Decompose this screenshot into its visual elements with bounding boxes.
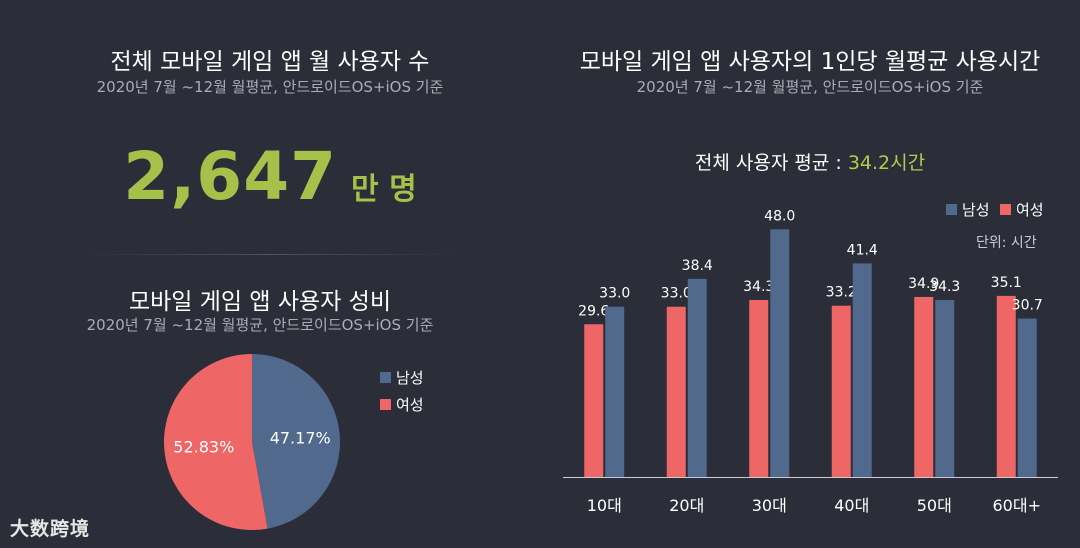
pie-legend-male-label: 남성	[396, 369, 424, 387]
overall-average-label: 전체 사용자 평균 :	[694, 152, 848, 174]
bar-legend-male-swatch	[946, 204, 957, 215]
watermark-logo: 大数跨境	[10, 518, 91, 540]
bar-label-female-2: 34.3	[743, 279, 774, 295]
gender-pie-chart: 47.17% 52.83%	[164, 354, 341, 530]
bar-female-2	[749, 300, 769, 477]
bar-female-5	[996, 295, 1016, 477]
bar-label-male-2: 48.0	[764, 208, 795, 224]
x-tick-label-5: 60대+	[993, 496, 1042, 515]
bar-label-female-3: 33.2	[826, 285, 857, 301]
x-tick-label-3: 40대	[834, 496, 869, 515]
pie-slice-female	[164, 354, 268, 530]
pie-slice-female-label: 52.83%	[173, 437, 234, 456]
bar-female-3	[831, 305, 851, 477]
pie-legend-female: 여성	[380, 394, 424, 415]
bar-label-male-5: 30.7	[1012, 298, 1043, 314]
pie-slice-male-label: 47.17%	[270, 429, 331, 448]
pie-legend-female-swatch	[380, 399, 391, 410]
bar-label-male-0: 33.0	[599, 286, 630, 302]
usage-time-title: 모바일 게임 앱 사용자의 1인당 월평균 사용시간	[579, 49, 1041, 75]
bar-male-3	[852, 263, 872, 477]
x-tick-label-2: 30대	[752, 496, 787, 515]
bar-label-male-4: 34.3	[929, 279, 960, 295]
total-users-unit: 만 명	[351, 172, 417, 207]
x-tick-label-1: 20대	[669, 496, 704, 515]
bar-male-2	[770, 229, 790, 477]
usage-time-subtitle: 2020년 7월 ~12월 월평균, 안드로이드OS+iOS 기준	[636, 78, 984, 96]
bar-label-female-1: 33.0	[661, 286, 692, 302]
bar-label-female-5: 35.1	[991, 275, 1022, 291]
pie-legend-female-label: 여성	[396, 396, 424, 414]
pie-slice-male	[252, 354, 341, 529]
bar-legend-male-label: 남성	[962, 201, 990, 219]
unit-note: 단위: 시간	[976, 235, 1037, 251]
bar-male-5	[1017, 318, 1037, 477]
x-tick-label-4: 50대	[917, 496, 952, 515]
bar-label-male-3: 41.4	[847, 242, 878, 258]
bar-male-0	[605, 306, 625, 477]
total-users-figure: 2,647 만 명	[0, 138, 540, 215]
bar-legend-female-label: 여성	[1016, 201, 1044, 219]
bar-female-0	[584, 324, 604, 477]
bar-male-1	[687, 278, 707, 477]
bar-label-male-1: 38.4	[682, 258, 713, 274]
bar-legend-female-swatch	[1000, 204, 1011, 215]
x-tick-label-0: 10대	[587, 496, 622, 515]
total-users-title: 전체 모바일 게임 앱 월 사용자 수	[110, 49, 430, 75]
total-users-value: 2,647	[123, 138, 338, 215]
gender-ratio-subtitle: 2020년 7월 ~12월 월평균, 안드로이드OS+iOS 기준	[86, 316, 434, 334]
bar-female-4	[914, 296, 934, 477]
total-users-subtitle: 2020년 7월 ~12월 월평균, 안드로이드OS+iOS 기준	[96, 78, 444, 96]
bar-legend-male: 남성	[946, 199, 990, 220]
bar-legend-female: 여성	[1000, 199, 1044, 220]
pie-legend-male-swatch	[380, 372, 391, 383]
bar-female-1	[666, 306, 686, 477]
bar-label-female-0: 29.6	[578, 303, 609, 319]
gender-ratio-title: 모바일 게임 앱 사용자 성비	[128, 289, 391, 315]
pie-legend-male: 남성	[380, 367, 424, 388]
section-divider	[80, 254, 460, 255]
bar-male-4	[935, 300, 955, 477]
overall-average: 전체 사용자 평균 : 34.2시간	[540, 148, 1080, 175]
bar-label-female-4: 34.9	[908, 276, 939, 292]
overall-average-value: 34.2시간	[847, 152, 926, 174]
